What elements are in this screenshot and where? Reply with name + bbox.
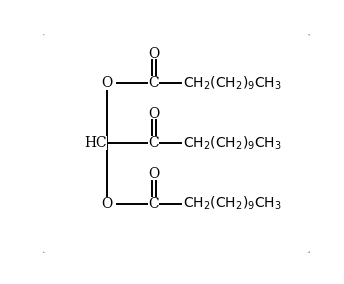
Text: O: O [148, 107, 159, 121]
Text: O: O [101, 76, 112, 90]
Text: C: C [148, 197, 159, 210]
FancyBboxPatch shape [40, 32, 312, 255]
Text: $\mathregular{CH_2(CH_2)_9CH_3}$: $\mathregular{CH_2(CH_2)_9CH_3}$ [183, 195, 282, 212]
Text: O: O [101, 197, 112, 210]
Text: $\mathregular{CH_2(CH_2)_9CH_3}$: $\mathregular{CH_2(CH_2)_9CH_3}$ [183, 75, 282, 92]
Text: O: O [148, 167, 159, 181]
Text: $\mathregular{CH_2(CH_2)_9CH_3}$: $\mathregular{CH_2(CH_2)_9CH_3}$ [183, 135, 282, 152]
Text: O: O [148, 47, 159, 61]
Text: C: C [148, 136, 159, 151]
Text: HC: HC [84, 136, 107, 151]
Text: C: C [148, 76, 159, 90]
